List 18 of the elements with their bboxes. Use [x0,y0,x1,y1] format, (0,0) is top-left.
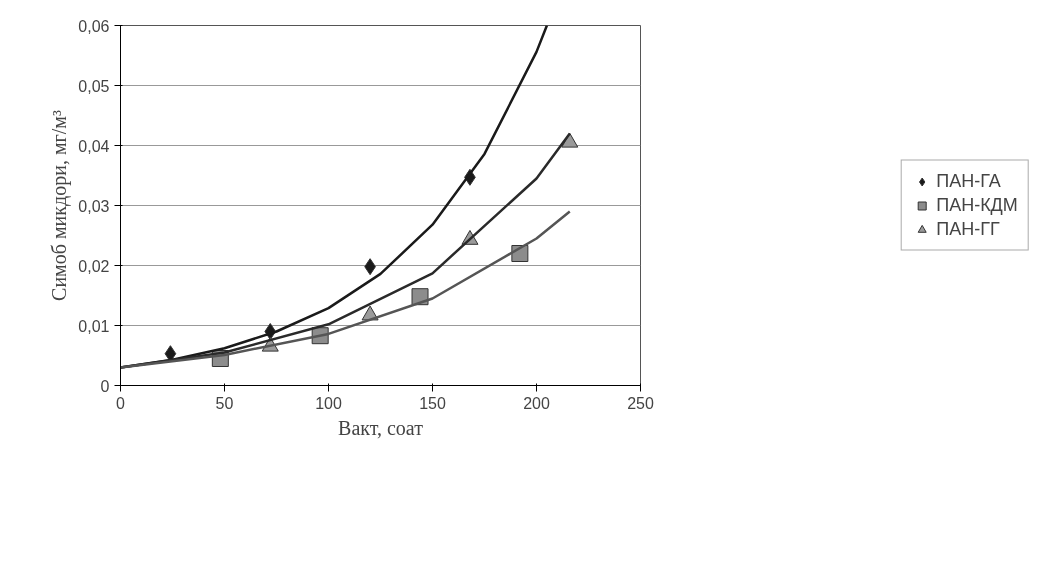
x-tick-label: 100 [315,394,342,412]
x-tick-label: 250 [627,394,654,412]
x-axis-title: Вакт, соат [338,416,424,439]
legend-label: ПАН-КДМ [936,194,1018,216]
y-tick-label: 0 [100,377,110,395]
x-tick-label: 0 [116,394,126,412]
y-tick-label: 0,05 [78,77,110,95]
y-axis-title: Симоб микдори, мг/м³ [48,110,72,301]
legend-label: ПАН-ГГ [936,218,1000,240]
x-tick-label: 150 [419,394,446,412]
x-tick-label: 50 [215,394,234,412]
y-tick-label: 0,01 [78,317,110,335]
legend-label: ПАН-ГА [936,170,1001,192]
x-tick-label: 200 [523,394,550,412]
y-tick-label: 0,06 [78,17,110,35]
y-tick-label: 0,02 [78,257,110,275]
y-tick-label: 0,03 [78,197,110,215]
y-tick-label: 0,04 [78,137,110,155]
